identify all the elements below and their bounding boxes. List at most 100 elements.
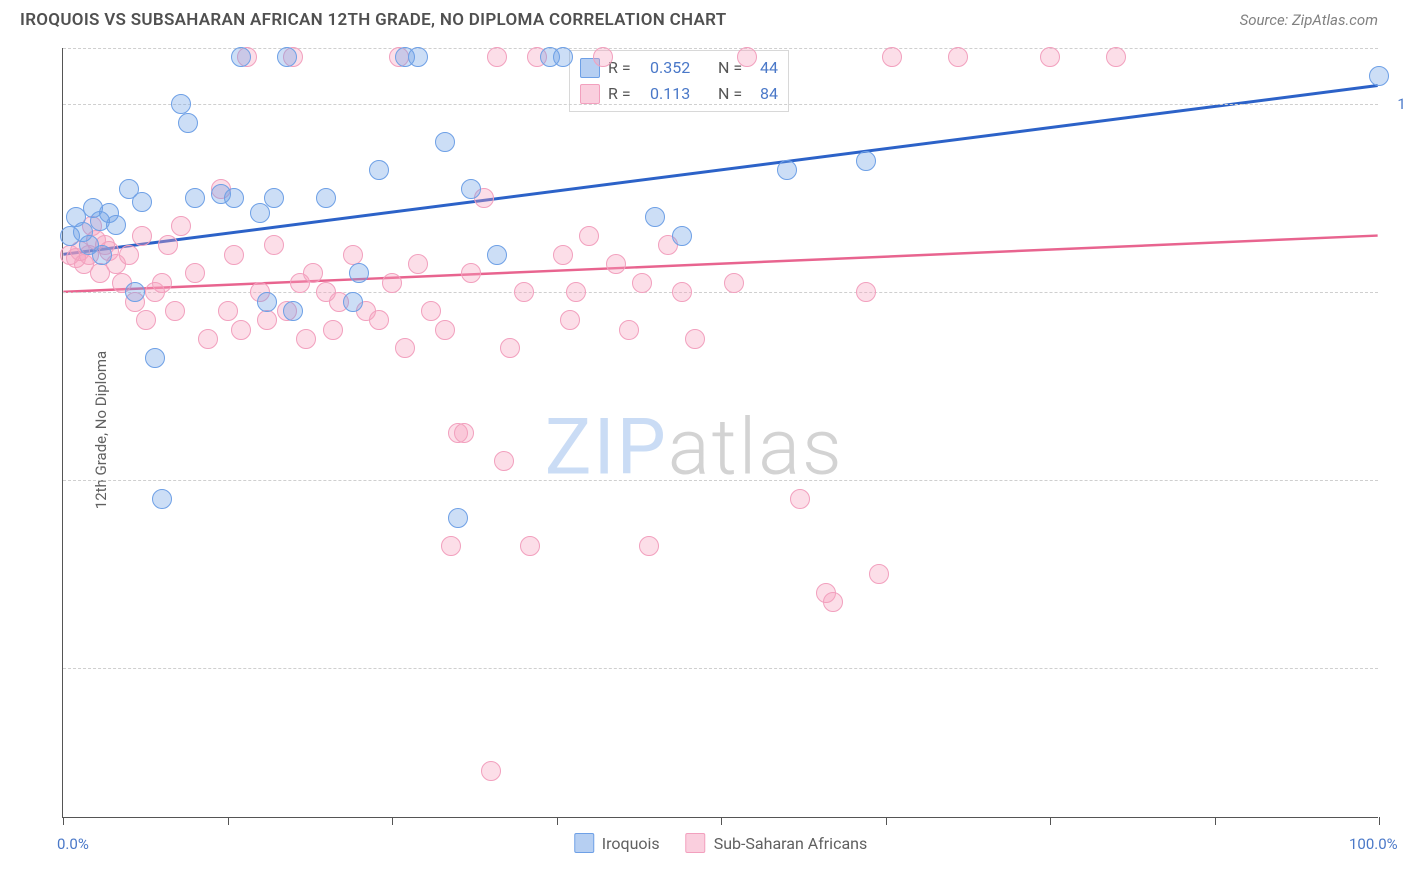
data-point [560,310,580,330]
data-point [132,226,152,246]
data-point [685,329,705,349]
plot-area: ZIPatlas R = 0.352 N = 44 R = 0.113 N = … [62,48,1378,818]
legend-row-ssa: R = 0.113 N = 84 [580,81,778,107]
data-point [257,310,277,330]
iroquois-swatch-icon [574,833,594,853]
gridline [63,48,1378,49]
data-point [277,47,297,67]
data-point [408,254,428,274]
data-point [856,151,876,171]
data-point [158,235,178,255]
x-tick [721,817,722,825]
data-point [264,188,284,208]
data-point [435,320,455,340]
data-point [566,282,586,302]
x-tick [1379,817,1380,825]
chart-source: Source: ZipAtlas.com [1240,11,1378,29]
data-point [435,132,455,152]
data-point [454,423,474,443]
legend-item-iroquois: Iroquois [574,833,660,853]
data-point [382,273,402,293]
iroquois-n-value: 44 [760,55,778,81]
data-point [487,245,507,265]
gridline [63,480,1378,481]
data-point [218,301,238,321]
data-point [264,235,284,255]
x-tick [1215,817,1216,825]
gridline [63,668,1378,669]
data-point [224,245,244,265]
data-point [481,761,501,781]
data-point [132,192,152,212]
data-point [606,254,626,274]
x-tick [228,817,229,825]
iroquois-label: Iroquois [602,834,660,853]
data-point [823,592,843,612]
data-point [500,338,520,358]
x-tick [63,817,64,825]
data-point [1040,47,1060,67]
data-point [461,263,481,283]
x-tick [886,817,887,825]
data-point [165,301,185,321]
data-point [349,263,369,283]
data-point [171,94,191,114]
data-point [178,113,198,133]
data-point [520,536,540,556]
data-point [632,273,652,293]
data-point [1106,47,1126,67]
ssa-r-value: 0.113 [650,81,710,107]
data-point [171,216,191,236]
data-point [461,179,481,199]
y-tick-label: 100.0% [1386,95,1406,113]
y-tick-label: 70.0% [1386,659,1406,677]
y-tick-label: 80.0% [1386,471,1406,489]
data-point [514,282,534,302]
ssa-n-value: 84 [760,81,778,107]
legend-item-ssa: Sub-Saharan Africans [686,833,868,853]
data-point [408,47,428,67]
data-point [882,47,902,67]
data-point [185,263,205,283]
y-tick-label: 90.0% [1386,283,1406,301]
trend-lines [63,48,1378,817]
data-point [257,292,277,312]
data-point [395,338,415,358]
r-label: R = [608,81,642,107]
data-point [125,282,145,302]
data-point [231,47,251,67]
data-point [152,489,172,509]
iroquois-r-value: 0.352 [650,55,710,81]
data-point [724,273,744,293]
data-point [639,536,659,556]
data-point [303,263,323,283]
data-point [448,508,468,528]
x-tick [557,817,558,825]
r-label: R = [608,55,642,81]
ssa-label: Sub-Saharan Africans [714,834,868,853]
data-point [224,188,244,208]
data-point [553,47,573,67]
data-point [231,320,251,340]
data-point [283,301,303,321]
data-point [323,320,343,340]
data-point [487,47,507,67]
data-point [672,282,692,302]
chart-header: IROQUOIS VS SUBSAHARAN AFRICAN 12TH GRAD… [0,0,1406,38]
data-point [421,301,441,321]
data-point [92,245,112,265]
data-point [737,47,757,67]
ssa-swatch-icon [580,84,600,104]
chart-title: IROQUOIS VS SUBSAHARAN AFRICAN 12TH GRAD… [20,10,726,30]
data-point [119,245,139,265]
data-point [579,226,599,246]
gridline [63,104,1378,105]
data-point [948,47,968,67]
data-point [369,310,389,330]
ssa-swatch-icon [686,833,706,853]
data-point [152,273,172,293]
data-point [343,245,363,265]
data-point [1369,66,1389,86]
data-point [316,188,336,208]
data-point [869,564,889,584]
